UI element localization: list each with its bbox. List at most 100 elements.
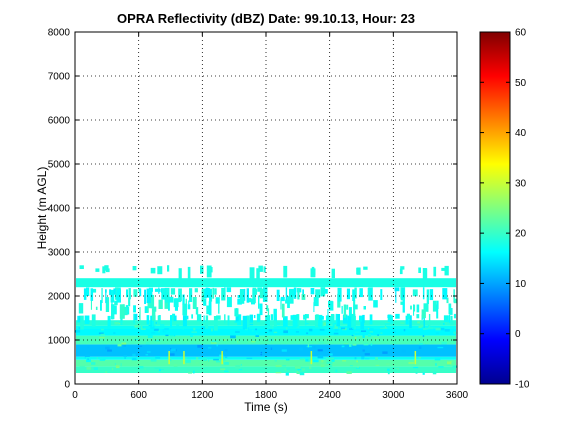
reflectivity-speckle bbox=[274, 342, 281, 345]
reflectivity-speckle bbox=[224, 362, 229, 365]
reflectivity-cell bbox=[182, 315, 187, 327]
reflectivity-speckle bbox=[417, 321, 420, 324]
reflectivity-speckle bbox=[189, 363, 191, 365]
reflectivity-cell bbox=[79, 315, 81, 321]
reflectivity-cell bbox=[158, 287, 160, 294]
reflectivity-cell bbox=[258, 265, 263, 272]
reflectivity-speckle bbox=[86, 359, 91, 363]
reflectivity-speckle bbox=[439, 327, 445, 331]
reflectivity-cell bbox=[235, 315, 239, 322]
reflectivity-speckle bbox=[107, 349, 112, 352]
reflectivity-speckle bbox=[100, 328, 104, 331]
reflectivity-speckle bbox=[368, 333, 371, 337]
reflectivity-speckle bbox=[268, 341, 271, 344]
reflectivity-speckle bbox=[313, 346, 316, 349]
reflectivity-speckle bbox=[351, 334, 354, 337]
colorbar-tick-label: -10 bbox=[515, 380, 530, 391]
reflectivity-cell bbox=[100, 300, 102, 311]
reflectivity-cell bbox=[258, 295, 260, 309]
reflectivity-speckle bbox=[361, 356, 365, 360]
reflectivity-speckle bbox=[308, 358, 313, 362]
reflectivity-speckle bbox=[121, 342, 127, 345]
reflectivity-cell bbox=[313, 297, 319, 307]
reflectivity-cell bbox=[139, 288, 142, 297]
reflectivity-speckle bbox=[446, 364, 451, 366]
reflectivity-speckle bbox=[202, 357, 207, 361]
reflectivity-speckle bbox=[190, 335, 193, 337]
reflectivity-speckle bbox=[422, 372, 425, 375]
reflectivity-cell bbox=[363, 266, 368, 270]
reflectivity-speckle bbox=[113, 332, 116, 334]
y-tick-label: 0 bbox=[64, 380, 70, 391]
colorbar-axis: -10 0 10 20 30 40 50 60 bbox=[480, 28, 530, 391]
reflectivity-cell bbox=[443, 315, 449, 323]
reflectivity-speckle bbox=[176, 323, 180, 327]
reflectivity-cell bbox=[280, 298, 282, 310]
reflectivity-cell bbox=[249, 314, 253, 323]
reflectivity-cell bbox=[351, 313, 356, 328]
reflectivity-speckle bbox=[425, 341, 430, 345]
reflectivity-speckle bbox=[124, 357, 126, 359]
reflectivity-cell bbox=[134, 313, 138, 321]
reflectivity-speckle bbox=[224, 356, 228, 358]
reflectivity-cell bbox=[160, 300, 163, 308]
reflectivity-cell bbox=[195, 307, 199, 315]
reflectivity-cell bbox=[133, 313, 135, 324]
reflectivity-speckle bbox=[318, 341, 324, 344]
x-tick-label: 3000 bbox=[382, 390, 405, 401]
reflectivity-speckle bbox=[276, 322, 280, 325]
reflectivity-speckle bbox=[317, 349, 323, 352]
y-tick-label: 2000 bbox=[48, 292, 71, 303]
reflectivity-cell bbox=[270, 314, 274, 321]
reflectivity-speckle bbox=[403, 329, 406, 332]
reflectivity-cell bbox=[305, 314, 309, 319]
reflectivity-cell bbox=[423, 303, 429, 312]
reflectivity-cell bbox=[441, 267, 445, 271]
reflectivity-speckle bbox=[285, 372, 289, 376]
reflectivity-speckle bbox=[246, 357, 253, 359]
reflectivity-cell bbox=[413, 304, 415, 316]
reflectivity-cell bbox=[234, 308, 239, 317]
reflectivity-speckle bbox=[418, 340, 423, 343]
reflectivity-speckle bbox=[170, 348, 172, 350]
reflectivity-cell bbox=[273, 308, 277, 321]
reflectivity-speckle bbox=[251, 329, 254, 332]
reflectivity-speckle bbox=[362, 335, 365, 338]
reflectivity-speckle bbox=[373, 337, 380, 339]
reflectivity-speckle bbox=[375, 357, 378, 361]
reflectivity-cell bbox=[433, 266, 437, 277]
reflectivity-speckle bbox=[281, 349, 287, 352]
reflectivity-speckle bbox=[422, 335, 425, 337]
reflectivity-speckle bbox=[329, 353, 333, 356]
x-axis: 0 600 1200 1800 2400 3000 3600 bbox=[72, 32, 469, 401]
reflectivity-cell bbox=[173, 315, 177, 322]
reflectivity-speckle bbox=[296, 372, 300, 374]
reflectivity-speckle bbox=[343, 343, 349, 345]
reflectivity-cell bbox=[346, 304, 349, 310]
reflectivity-cell bbox=[356, 267, 361, 275]
reflectivity-speckle bbox=[282, 365, 286, 367]
reflectivity-cell bbox=[164, 299, 170, 309]
reflectivity-cell bbox=[301, 294, 306, 300]
reflectivity-cell bbox=[79, 265, 84, 269]
reflectivity-speckle bbox=[325, 337, 331, 340]
reflectivity-speckle bbox=[240, 332, 246, 334]
reflectivity-speckle bbox=[299, 369, 303, 372]
reflectivity-cell bbox=[147, 297, 149, 313]
reflectivity-layer bbox=[76, 359, 456, 367]
reflectivity-cell bbox=[390, 315, 393, 324]
reflectivity-cell bbox=[402, 288, 404, 298]
reflectivity-speckle bbox=[160, 369, 164, 373]
reflectivity-cell bbox=[336, 314, 340, 327]
reflectivity-speckle bbox=[188, 371, 193, 374]
colorbar-tick-label: 20 bbox=[515, 229, 527, 240]
reflectivity-cell bbox=[426, 289, 429, 304]
reflectivity-speckle bbox=[170, 335, 174, 337]
reflectivity-speckle bbox=[382, 351, 388, 354]
y-tick-label: 8000 bbox=[48, 28, 71, 39]
reflectivity-speckle bbox=[286, 357, 288, 361]
reflectivity-speckle bbox=[377, 334, 379, 336]
reflectivity-layer bbox=[76, 278, 456, 288]
reflectivity-cell bbox=[429, 289, 434, 301]
reflectivity-speckle bbox=[114, 363, 117, 365]
